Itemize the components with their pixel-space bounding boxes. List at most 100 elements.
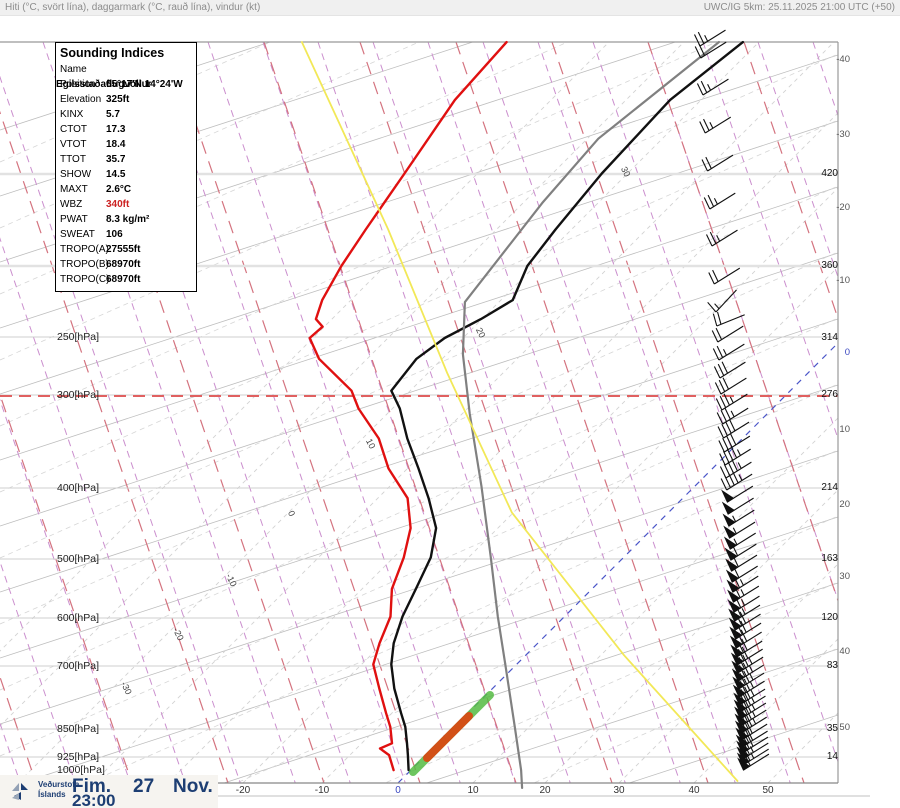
wind-barb [733,693,766,713]
index-value: 65°17'N 14°24'W [106,79,183,90]
top-status-bar: Hiti (°C, svört lína), daggarmark (°C, r… [0,0,900,16]
index-row: CTOT 17.3 [56,122,196,137]
wind-barb [723,521,756,539]
index-value: 340ft [106,199,130,210]
index-row: PWAT 8.3 kg/m² [56,212,196,227]
wind-barb [696,78,729,96]
indices-title: Sounding Indices [60,46,165,60]
footer-date: 27 [133,776,155,797]
index-row: Elevation 325ft [56,92,196,107]
index-value: 14.5 [106,169,126,180]
index-row: Name Egilsstaðaflugvöllur [56,62,196,90]
freezing-segment-core [423,712,473,762]
zero-isotherm-line [397,342,838,783]
footer-time: 23:00 [72,791,116,808]
index-value: 106 [106,229,123,240]
wind-barb [716,407,749,425]
wind-barb [718,433,751,453]
wind-barb [722,509,755,527]
index-label: SHOW [60,169,92,180]
wind-barb [717,419,750,439]
index-label: PWAT [60,214,88,225]
wind-barb [719,459,752,479]
index-label: MAXT [60,184,88,195]
wind-barb [732,678,765,698]
index-row: Position 65°17'N 14°24'W [56,77,196,92]
index-label: KINX [60,109,84,120]
footer-month: Nov. [173,776,213,797]
index-value: 8.3 kg/m² [106,214,150,225]
wind-barb [734,707,767,727]
indices-rows: Name Egilsstaðaflugvöllur Position 65°17'N … [56,62,196,287]
index-label: TROPO(C) [60,274,110,285]
org-name-line2: Íslands [38,789,66,799]
index-label: VTOT [60,139,87,150]
index-value: 35.7 [106,154,126,165]
wind-barb [711,325,744,343]
wind-barb [720,471,753,491]
index-label: TTOT [60,154,86,165]
wind-barb [707,289,737,313]
wind-barb [713,361,746,379]
index-row: TTOT 35.7 [56,152,196,167]
index-label: Name [60,64,87,75]
index-value: 17.3 [106,124,126,135]
index-row: VTOT 18.4 [56,137,196,152]
wind-barb [712,343,745,361]
wind-barb [737,753,770,771]
wind-barb [708,267,741,285]
index-row: KINX 5.7 [56,107,196,122]
wind-barbs [694,29,770,771]
wind-barb [715,393,748,411]
org-name-line1: Veðurstofa [38,780,80,789]
wind-barb [719,446,751,466]
wind-barb [694,29,726,47]
wind-barb [731,654,764,674]
wind-barb [721,485,754,503]
index-row: WBZ 340ft [56,197,196,212]
index-value: 2.6°C [106,184,132,195]
index-value: 18.4 [106,139,126,150]
org-name: Veðurstofa Íslands [38,780,79,799]
index-value: 68970ft [106,259,141,270]
model-run-text: UWC/IG 5km: 25.11.2025 21:00 UTC (+50) [703,2,895,13]
yellow_reference_line-curve [300,41,739,782]
sounding-indices-panel: Sounding Indices Name Egilsstaðaflugvöllu… [55,42,197,292]
wind-barb [703,192,736,210]
index-row: TROPO(A)27555ft [56,242,196,257]
wind-barb [712,311,745,327]
index-row: TROPO(B)68970ft [56,257,196,272]
index-label: WBZ [60,199,83,210]
chart-legend-text: Hiti (°C, svört lína), daggarmark (°C, r… [5,2,261,13]
index-label: TROPO(B) [60,259,109,270]
wind-barb [706,229,738,247]
wind-barb [694,41,727,59]
footer-day: Fim. [72,776,112,797]
wind-barb [701,154,734,172]
index-value: 5.7 [106,109,120,120]
wind-barb [714,377,747,395]
index-label: SWEAT [60,229,95,240]
index-row: TROPO(C)68970ft [56,272,196,287]
dewpoint_c-curve [308,40,508,772]
index-label: Position [60,79,96,90]
temperature_c-curve [390,40,745,772]
wind-barb [736,748,769,766]
gray_reference_line-curve [461,40,721,790]
index-label: Elevation [60,94,102,105]
index-label: CTOT [60,124,88,135]
index-value: 27555ft [106,244,141,255]
index-row: MAXT 2.6°C [56,182,196,197]
index-value: 68970ft [106,274,141,285]
vedurstofa-logo-icon [12,783,28,800]
footer-overlay: Veðurstofa Íslands Fim. 27 Nov. 23:00 [0,775,218,808]
wind-barb [721,497,754,515]
wind-barb [699,116,732,134]
index-row: SHOW 14.5 [56,167,196,182]
wind-barb [732,670,765,690]
index-value: Egilsstaðaflugvöllur [56,79,152,90]
index-row: SWEAT 106 [56,227,196,242]
